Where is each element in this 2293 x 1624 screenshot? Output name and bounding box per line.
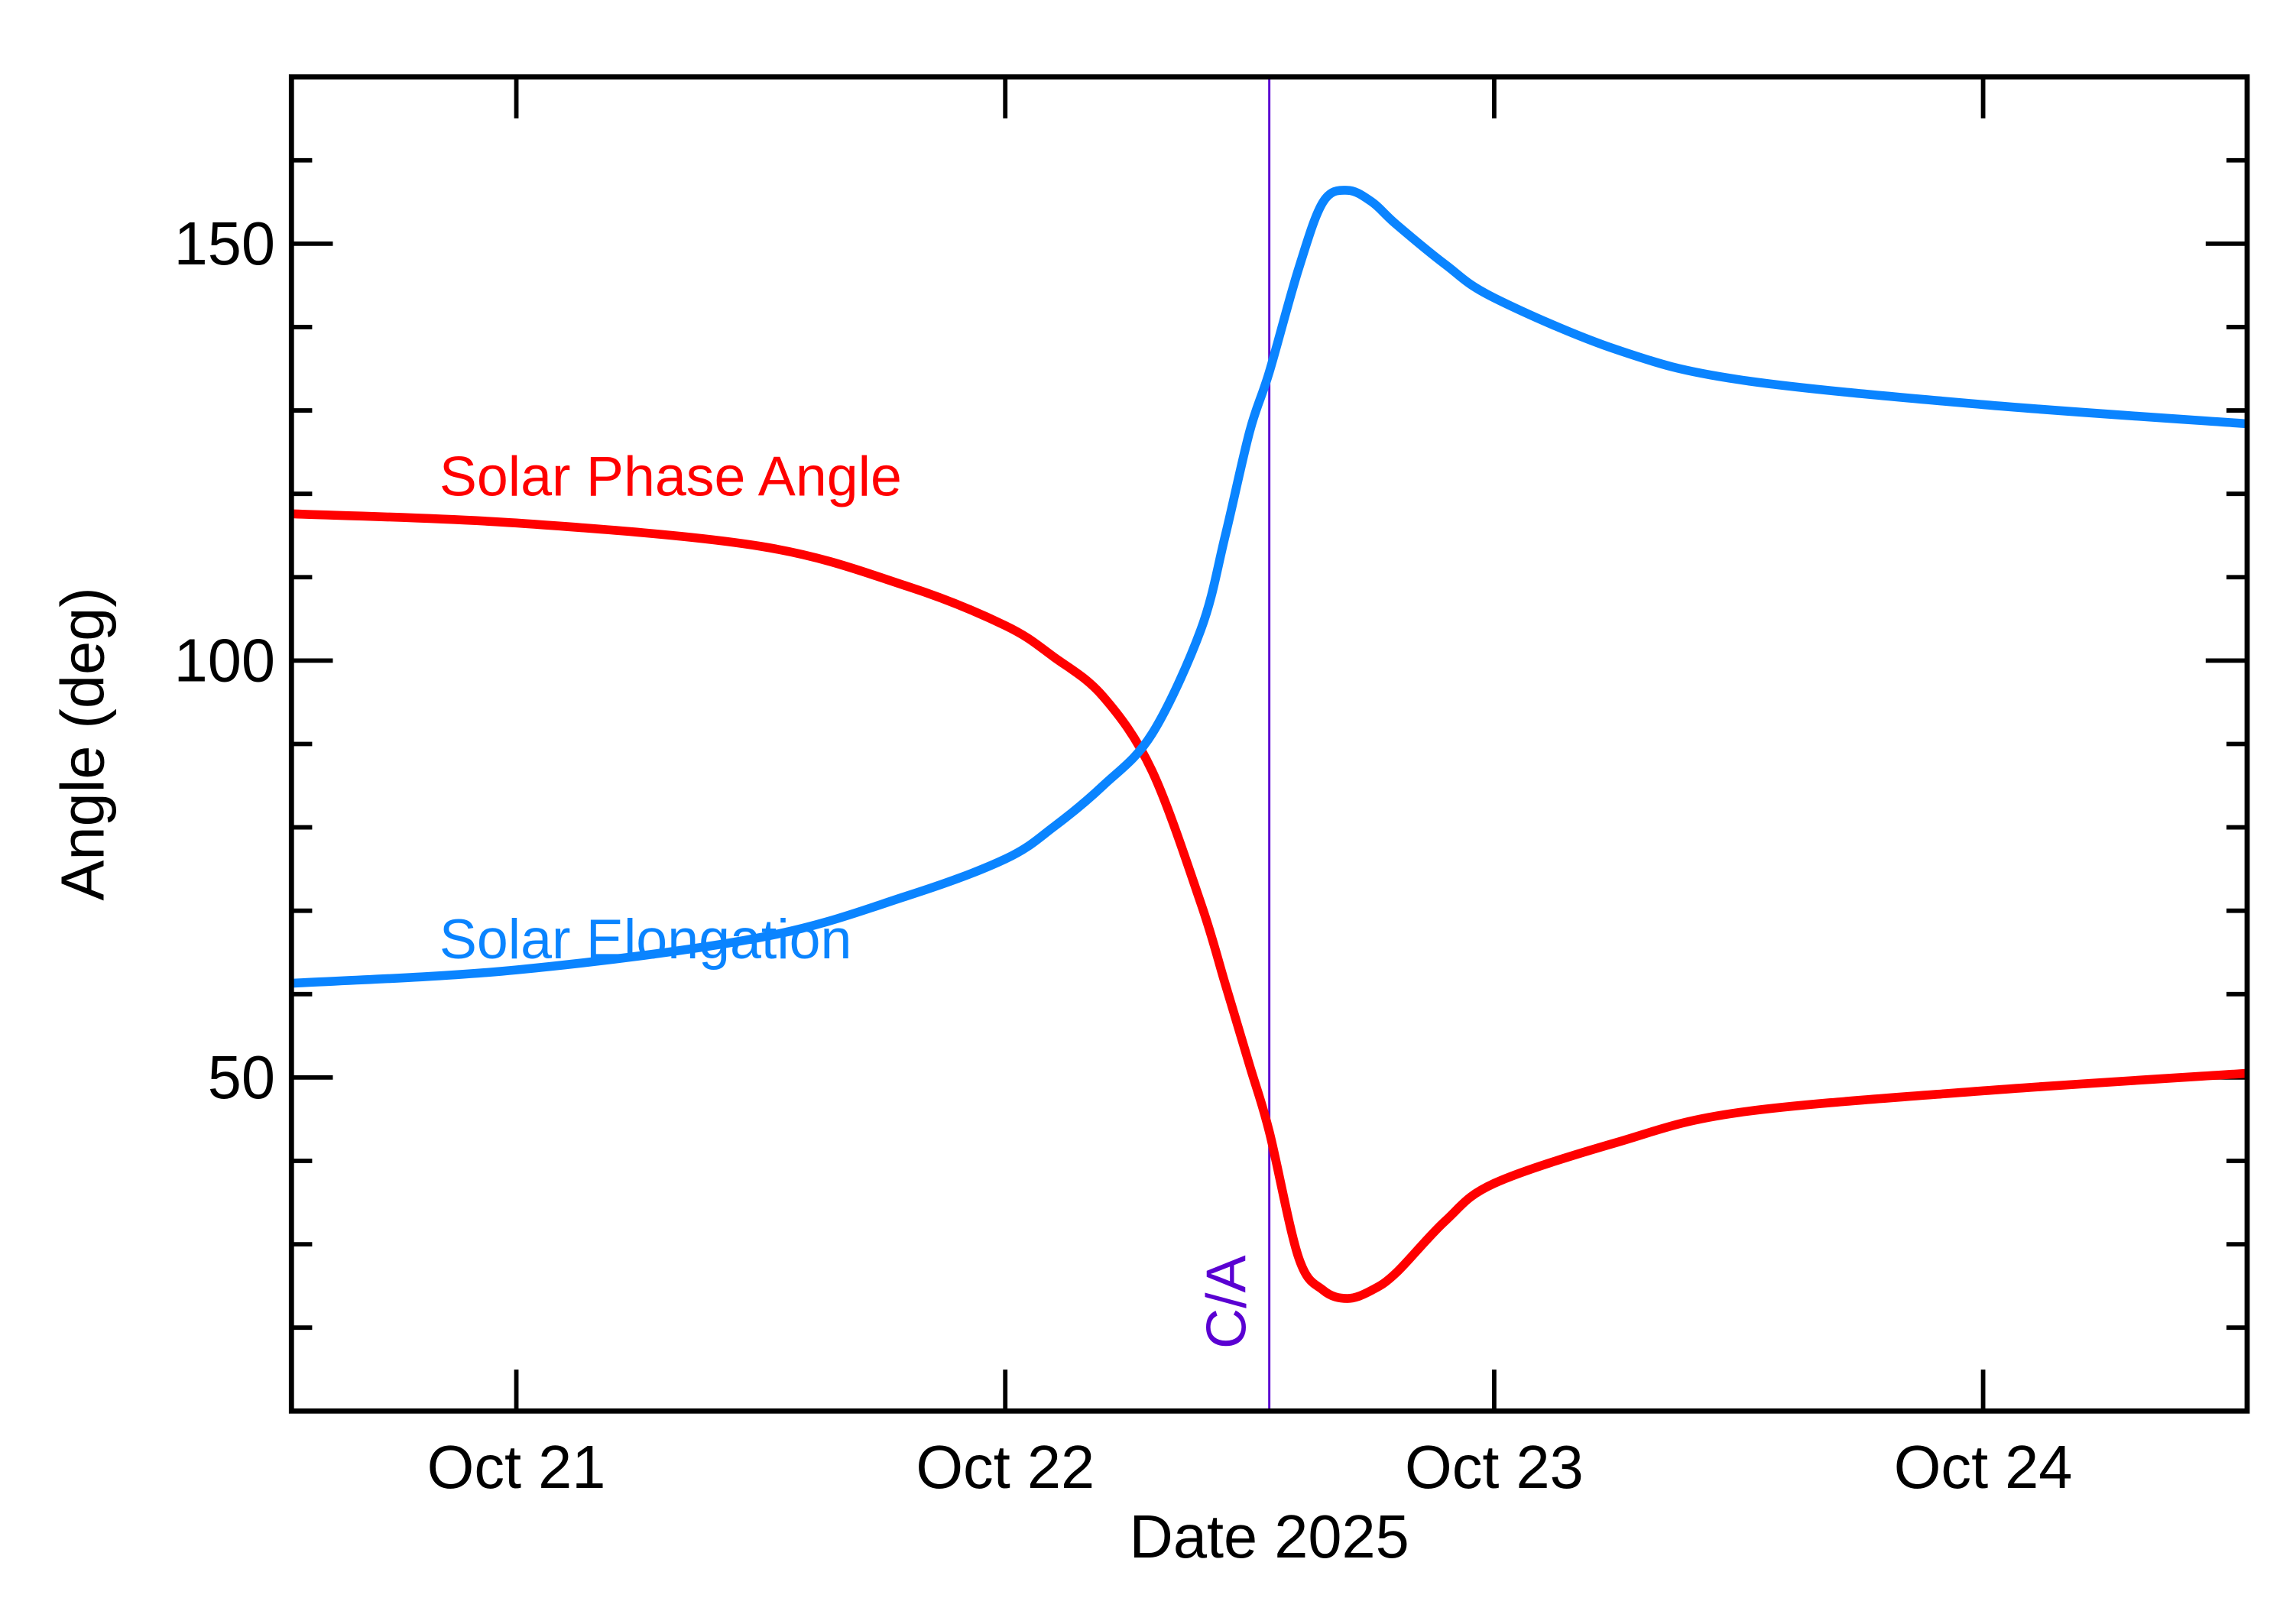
series-line	[291, 509, 2248, 1303]
y-tick-label: 100	[174, 626, 275, 694]
x-axis-label: Date 2025	[1130, 1502, 1409, 1571]
y-tick-label: 150	[174, 209, 275, 277]
x-tick-label: Oct 23	[1405, 1433, 1584, 1501]
x-tick-label: Oct 22	[916, 1433, 1095, 1501]
plot-frame	[288, 74, 2250, 1414]
x-tick-label: Oct 24	[1894, 1433, 2073, 1501]
y-axis-label: Angle (deg)	[48, 587, 116, 900]
series-label: Solar Elongation	[439, 907, 852, 971]
x-tick-label: Oct 21	[427, 1433, 606, 1501]
series-label: Solar Phase Angle	[439, 444, 902, 507]
series-line	[290, 186, 2248, 988]
y-tick-label: 50	[208, 1043, 275, 1111]
closest-approach-label: C/A	[1195, 1255, 1258, 1349]
